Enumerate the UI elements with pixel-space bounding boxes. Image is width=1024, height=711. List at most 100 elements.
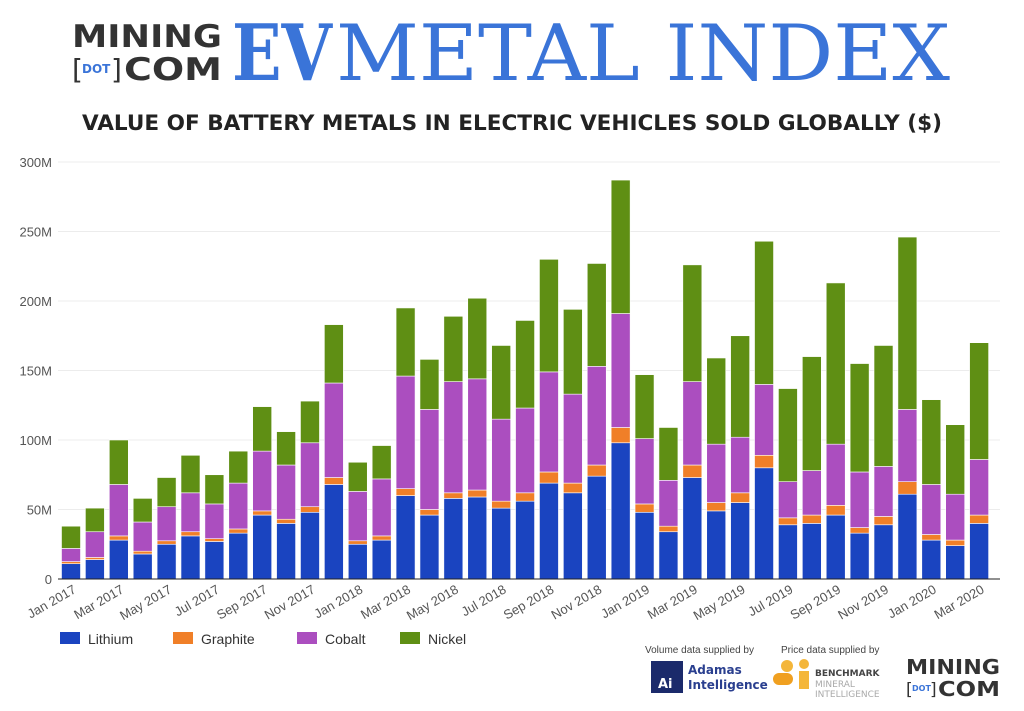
x-tick-label: Jul 2017 [172,582,222,620]
bar-graphite [586,464,607,477]
bar-cobalt [491,418,511,502]
bar-lithium [969,523,989,580]
bar-cobalt [682,381,703,466]
chart-title: VALUE OF BATTERY METALS IN ELECTRIC VEHI… [82,111,942,135]
y-tick-label: 250M [19,225,52,240]
footer-logo-top: MINING [906,655,1000,679]
bar-lithium [180,535,201,580]
bar-stack [706,357,727,580]
bar-stack [347,461,368,580]
bar-lithium [467,496,488,580]
bar-nickel [515,320,535,409]
bar-cobalt [873,466,894,517]
bar-nickel [539,258,559,373]
adamas-name-line1: Adamas [688,663,742,677]
legend-swatch-graphite [173,632,193,644]
bar-lithium [682,477,703,580]
bar-stack [539,258,559,580]
bar-cobalt [347,491,368,542]
bar-lithium [921,539,942,580]
bar-lithium [395,495,416,580]
x-tick-label: Jul 2018 [459,582,509,620]
bar-lithium [228,532,249,580]
x-tick-label: Jul 2019 [745,582,795,620]
bar-nickel [491,345,511,420]
bar-nickel [467,297,488,380]
bar-lithium [252,514,272,580]
bar-stack [778,388,798,580]
bar-lithium [300,511,320,580]
bar-stack [897,236,918,580]
x-tick-label: Jan 2020 [885,582,939,622]
bar-nickel [754,240,774,385]
x-tick-label: Nov 2018 [549,582,605,623]
bar-stack [300,400,320,580]
bar-nickel [132,498,153,523]
bar-nickel [730,335,750,438]
bar-nickel [347,461,368,492]
x-tick-label: Mar 2020 [932,582,987,622]
bar-lithium [276,523,296,580]
bar-stack [682,264,703,580]
bar-nickel [586,263,607,367]
bar-cobalt [921,484,942,535]
logo-bracket-right: ] [111,53,122,86]
bar-cobalt [61,548,81,562]
bar-stack [371,445,392,580]
bar-stack [132,498,153,580]
bar-stack [180,454,201,580]
bar-stack [563,309,583,580]
bar-cobalt [324,382,344,478]
bar-graphite [491,500,511,509]
y-tick-label: 300M [19,155,52,170]
header-metal-index: METAL INDEX [336,9,950,99]
bar-cobalt [85,531,105,558]
bar-stack [395,307,416,580]
x-tick-label: Sep 2017 [214,582,270,623]
bar-graphite [849,527,870,534]
bar-cobalt [802,470,822,516]
bar-cobalt [443,381,464,494]
bar-lithium [634,511,655,580]
bar-lithium [515,500,535,580]
header-ev: EV [232,8,333,99]
bar-nickel [371,445,392,480]
bar-lithium [324,484,344,580]
bar-cobalt [132,521,153,552]
benchmark-mineral: MINERAL [815,680,855,690]
bar-lithium [825,514,846,580]
bar-nickel [252,406,272,452]
x-tick-label: Mar 2019 [645,582,700,622]
bar-graphite [825,505,846,516]
bar-graphite [802,514,822,524]
bar-stack [276,431,296,580]
bar-stack [443,315,464,580]
logo-dot: DOT [82,62,111,76]
footer-logo-bottom: COM [938,677,1000,701]
bar-stack [61,525,81,580]
y-axis-ticks: 0 50M 100M 150M 200M 250M 300M [19,155,52,587]
bar-cobalt [371,478,392,537]
bar-stack [108,439,129,580]
bar-stack [252,406,272,580]
bar-lithium [897,493,918,580]
bar-stack [825,282,846,580]
logo-text-top: MINING [72,19,222,55]
bar-nickel [228,450,249,484]
bar-graphite [180,531,201,537]
legend-swatch-nickel [400,632,420,644]
logo-text-bottom: COM [124,52,222,88]
legend-label-nickel: Nickel [428,631,466,647]
bar-nickel [85,507,105,533]
bar-nickel [682,264,703,382]
bar-cobalt [706,443,727,503]
bar-nickel [276,431,296,466]
bar-graphite [921,534,942,541]
footer-logo-bracket-left: [ [906,680,913,700]
bar-cobalt [539,371,559,473]
bar-graphite [61,561,81,565]
bar-graphite [371,535,392,541]
bar-stack [802,356,822,580]
bar-cobalt [563,393,583,484]
